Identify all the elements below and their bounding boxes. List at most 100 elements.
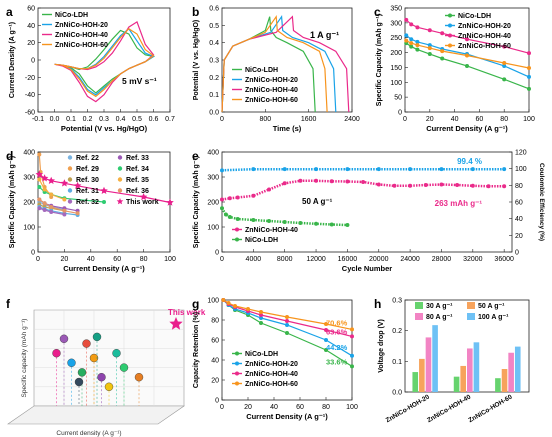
panel-g: g 0 20 40 60 80 100 0 20 40 60 80 100 Current Density… [192,297,358,421]
legend-marker [117,188,123,193]
legend-label: Ref. 31 [76,188,99,195]
x-tick-label: 8000 [277,256,293,263]
data-point-star [100,186,108,194]
legend-label: ZnNiCo-HOH-60 [245,381,298,388]
y-tick-label: 400 [23,150,35,157]
x-tick-label: -0.1 [32,116,44,123]
y-axis-label: Voltage drop (V) [378,319,385,373]
bar [453,376,460,392]
y-tick-label: 60 [211,338,219,345]
legend-label: Ref. 36 [126,188,149,195]
data-point [440,56,445,61]
annotation: 44.2% [326,343,348,352]
bar [473,342,480,392]
sphere-point [52,349,61,358]
data-point [42,201,47,206]
panel-f: f This work Current density (A g⁻¹) Specifi… [6,297,206,437]
x-axis-label: Current Density (A g⁻¹) [246,412,328,421]
panel-label: a [6,5,13,19]
y-tick-label: 0.4 [209,40,219,47]
y-tick-label: 40 [27,23,35,30]
x-tick-label: 0.3 [99,116,109,123]
data-point [285,323,289,327]
x-tick-label: 0 [220,116,224,123]
legend-swatch [467,313,475,320]
y-axis-label: Specific Capacity (mAh g⁻¹) [376,14,383,106]
data-point [285,315,289,319]
data-point [226,301,231,305]
data-point [233,304,237,308]
y-tick-label: 0 [215,250,219,257]
legend-marker [116,198,124,205]
legend-label: This work [126,199,159,206]
legend-label: ZnNiCo-HOH-40 [245,227,298,234]
legend-marker [67,199,73,204]
box-3d [7,309,185,425]
x-tick-label: 60 [296,404,304,411]
data-point [259,316,263,320]
x-tick-label: 100 [523,116,535,123]
x-axis-label: Potential (V vs. Hg/HgO) [61,124,148,133]
data-point [409,22,414,27]
data-point [427,43,432,48]
y-tick-label: 150 [390,65,402,72]
y-tick-label: 300 [23,175,35,182]
legend-marker [448,13,452,18]
x-tick-label: 1600 [301,116,317,123]
y-tick-label: 0.3 [392,298,402,305]
legend-marker [235,361,239,366]
legend-label: ZnNiCo-HOH-20 [458,23,511,30]
y-tick-label: 60 [27,6,35,13]
x-tick-label: 80 [140,256,148,263]
data-point [246,307,250,311]
y-axis-label: Potential (V vs. Hg/HgO) [193,20,200,101]
data-point [324,328,328,332]
legend-marker [235,371,239,376]
sphere-point [97,373,106,382]
bar [425,337,432,392]
legend-label: 100 A g⁻¹ [478,314,509,321]
sphere-point [134,373,144,382]
legend-label: Ref. 30 [76,177,99,184]
data-point [502,77,507,82]
y-tick-label: 0 [31,250,35,257]
y2-axis-label: Coulombic Efficiency (%) [538,163,545,241]
data-point [42,208,47,212]
bar [495,378,501,392]
data-point [102,200,106,204]
legend-marker [117,177,123,182]
y-tick-label: 0.2 [209,75,219,82]
data-point-star [139,193,148,201]
data-point [62,212,67,217]
y-tick-label: 100 [390,80,402,87]
legend-label: ZnNiCo-HOH-40 [458,33,511,40]
y-tick-label: 200 [390,50,402,57]
data-point [37,152,42,157]
x-tick-label: 40 [87,256,95,263]
legend-marker [235,237,239,242]
bar [432,325,438,392]
x-tick-label: 28000 [432,256,452,263]
x-tick-label: 16000 [338,256,358,263]
legend-label: ZnNiCo-HOH-60 [245,97,298,104]
y-tick-label: 0.3 [209,58,219,65]
data-point [259,321,263,325]
x-tick-label: 20 [426,116,434,123]
y-tick-label: 0 [31,58,35,65]
legend-label: ZnNiCo-HOH-20 [245,361,298,368]
x-tick-label: 60 [476,116,484,123]
legend-marker [67,155,73,160]
data-point [415,47,420,52]
legend-swatch [415,313,423,320]
y2-tick-label: 80 [515,183,523,190]
x-tick-label: 4000 [246,256,262,263]
data-point [440,49,445,54]
panel-label: h [374,297,381,311]
bar [412,372,419,392]
x-tick-label: 20 [61,256,69,263]
legend-label: ZnNiCo-HOH-20 [245,77,298,84]
y-tick-label: 0.0 [392,390,402,397]
y-tick-label: -20 [25,75,35,82]
axes-frame [221,299,353,401]
x-tick-label: 80 [500,116,508,123]
